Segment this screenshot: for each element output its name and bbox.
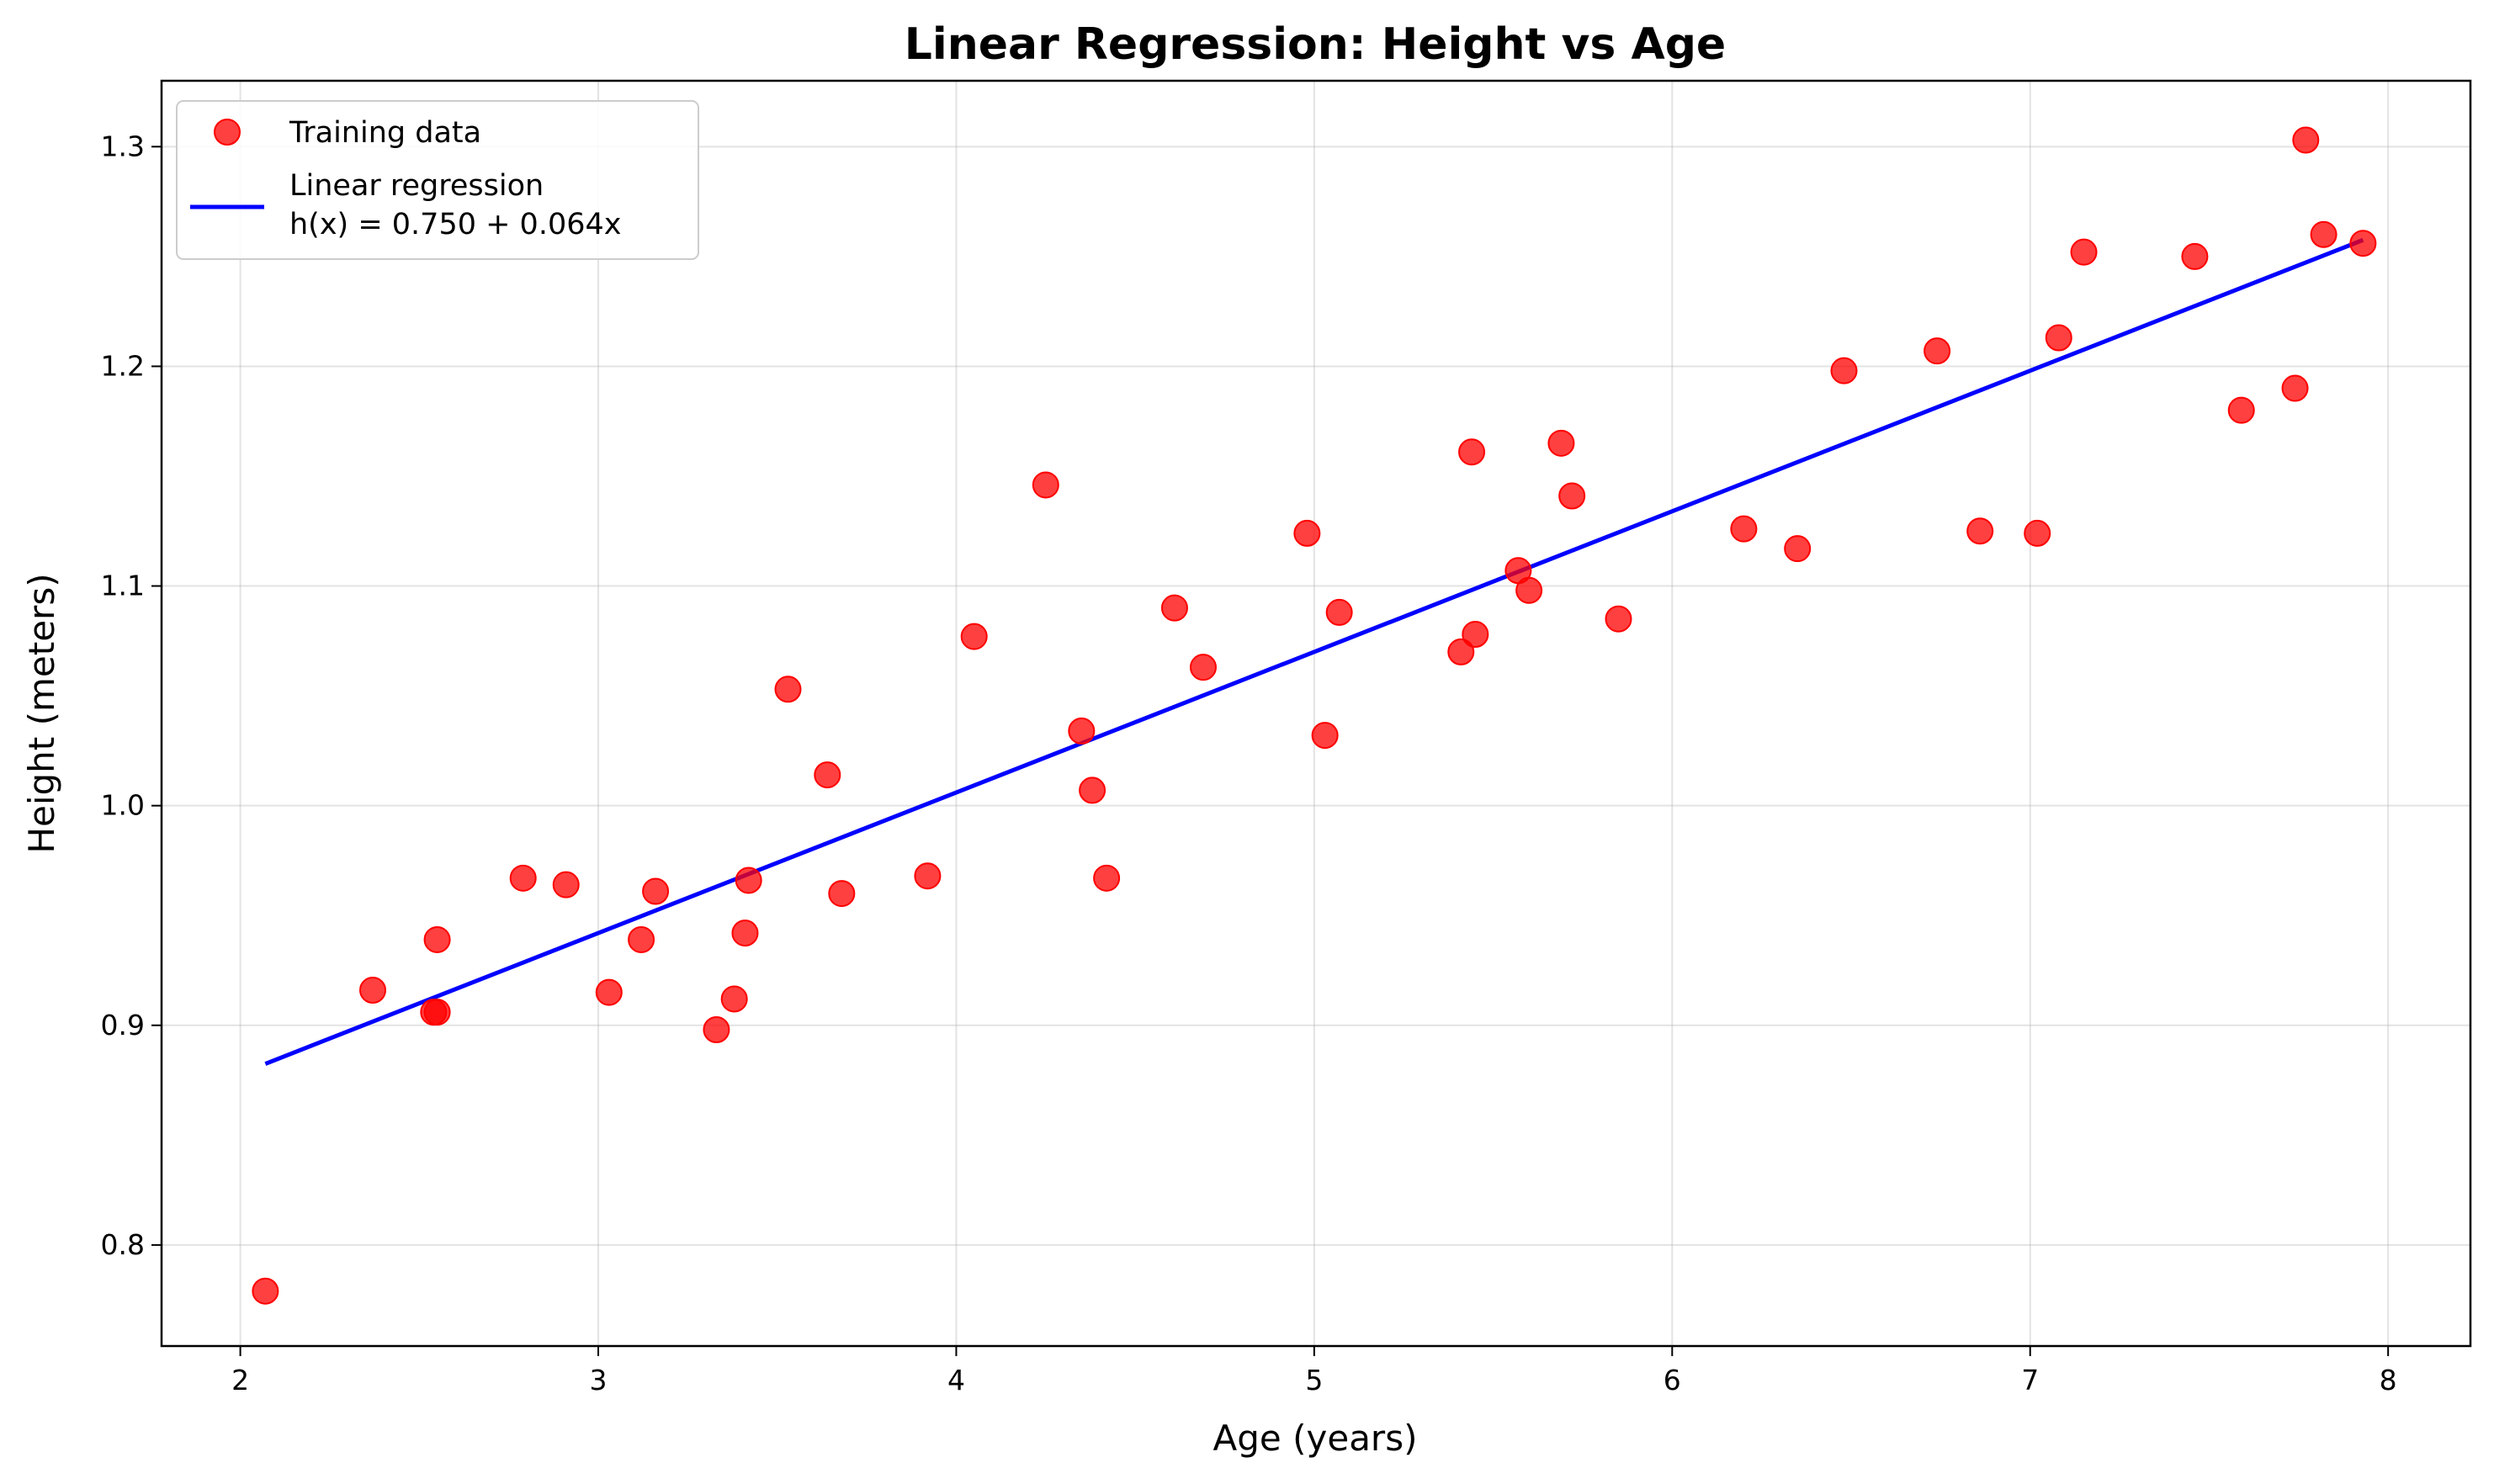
data-point [642,877,670,905]
data-point [1325,598,1353,626]
data-point [252,1277,279,1305]
data-point [2045,324,2072,352]
x-tick-label: 3 [590,1364,608,1397]
data-point [1462,621,1489,648]
data-point [731,920,759,947]
data-point [774,676,802,703]
data-point [1079,776,1106,804]
y-axis-ticks: 0.8 0.9 1.0 1.1 1.2 1.3 [101,130,162,1261]
data-point [423,925,451,953]
data-point [735,867,762,894]
x-axis-label: Age (years) [1213,1418,1418,1459]
data-point [1515,576,1543,604]
data-point [2181,242,2209,270]
y-tick-label: 0.8 [101,1228,145,1261]
data-point [1830,357,1858,384]
data-point [1784,535,1812,563]
legend-label-regression-equation: h(x) = 0.750 + 0.064x [289,208,621,241]
data-point [1160,594,1188,622]
x-tick-label: 8 [2380,1364,2397,1397]
legend-marker-training-data [214,119,241,146]
y-tick-label: 0.9 [101,1009,145,1041]
data-point [720,985,748,1013]
data-point [828,880,856,908]
data-point [628,925,655,953]
data-point [1458,438,1486,466]
legend: Training data Linear regression h(x) = 0… [176,100,699,260]
y-tick-label: 1.2 [101,349,145,382]
regression-line [264,237,2364,1066]
chart-title: Linear Regression: Height vs Age [905,19,1726,70]
data-point [1189,654,1217,681]
data-point [1068,717,1096,745]
data-point [1293,519,1321,547]
data-point [1447,638,1475,665]
data-point [1311,722,1339,750]
data-point [1966,517,1994,545]
y-tick-label: 1.1 [101,570,145,602]
scatter-points [252,126,2377,1305]
data-point [1730,515,1758,543]
y-tick-label: 1.3 [101,130,145,162]
x-tick-label: 2 [231,1364,249,1397]
data-point [2349,230,2377,257]
data-point [2292,126,2320,154]
data-point [2070,238,2098,266]
legend-label-regression-line: Linear regression [289,169,544,203]
x-tick-label: 6 [1664,1364,1681,1397]
data-point [1547,429,1575,457]
data-point [595,978,623,1006]
legend-box [176,100,699,260]
data-point [1605,605,1632,633]
data-point [1093,864,1121,892]
plot-area-frame [160,79,2472,1348]
data-point [2281,374,2309,402]
data-point [703,1016,730,1043]
data-point [814,761,841,789]
data-point [2024,519,2051,547]
data-point [1558,482,1586,510]
data-point [2310,220,2337,248]
regression-line-layer [264,237,2364,1066]
x-tick-label: 4 [947,1364,965,1397]
y-axis-label: Height (meters) [21,573,62,853]
data-point [1924,337,1951,365]
y-tick-label: 1.0 [101,789,145,822]
x-tick-label: 5 [1305,1364,1323,1397]
data-point [509,864,537,892]
x-tick-label: 7 [2021,1364,2039,1397]
data-point [960,623,988,650]
data-point [1032,471,1059,499]
data-point [423,999,451,1026]
data-point [359,977,387,1004]
x-axis-ticks: 2 3 4 5 6 7 8 [231,1346,2397,1397]
legend-label-training-data: Training data [289,116,481,150]
data-point [914,862,942,890]
data-point [552,871,580,898]
grid [162,81,2470,1346]
data-point [2227,396,2255,424]
